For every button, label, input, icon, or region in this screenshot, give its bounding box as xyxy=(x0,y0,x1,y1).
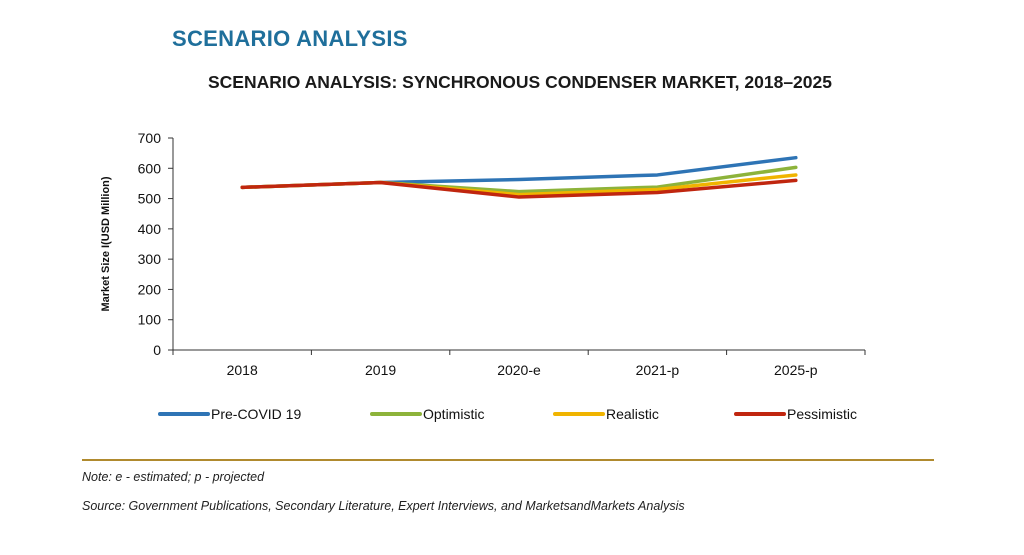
y-tick-label: 0 xyxy=(153,342,161,358)
y-tick-label: 700 xyxy=(138,130,162,146)
x-tick-label: 2018 xyxy=(227,362,258,378)
source-note: Source: Government Publications, Seconda… xyxy=(82,499,685,513)
legend-item: Optimistic xyxy=(370,406,484,422)
chart-title: SCENARIO ANALYSIS: SYNCHRONOUS CONDENSER… xyxy=(208,72,832,92)
y-tick-label: 300 xyxy=(138,251,162,267)
y-tick-label: 200 xyxy=(138,281,162,297)
y-tick-label: 600 xyxy=(138,160,162,176)
legend-label: Pre-COVID 19 xyxy=(211,406,301,422)
x-tick-label: 2021-p xyxy=(636,362,680,378)
section-title: SCENARIO ANALYSIS xyxy=(172,26,408,51)
x-tick-label: 2020-e xyxy=(497,362,541,378)
legend-label: Optimistic xyxy=(423,406,484,422)
y-tick-label: 400 xyxy=(138,221,162,237)
footer-divider xyxy=(82,459,934,461)
y-tick-label: 100 xyxy=(138,312,162,328)
legend-item: Pre-COVID 19 xyxy=(158,406,301,422)
y-tick-label: 500 xyxy=(138,191,162,207)
y-axis-label: Market Size I(USD Million) xyxy=(100,176,112,311)
x-tick-label: 2025-p xyxy=(774,362,818,378)
legend-item: Pessimistic xyxy=(734,406,857,422)
legend-label: Realistic xyxy=(606,406,659,422)
legend-label: Pessimistic xyxy=(787,406,857,422)
footnote: Note: e - estimated; p - projected xyxy=(82,470,265,484)
series-line-pessimistic xyxy=(240,178,798,199)
legend-item: Realistic xyxy=(553,406,659,422)
x-tick-label: 2019 xyxy=(365,362,396,378)
